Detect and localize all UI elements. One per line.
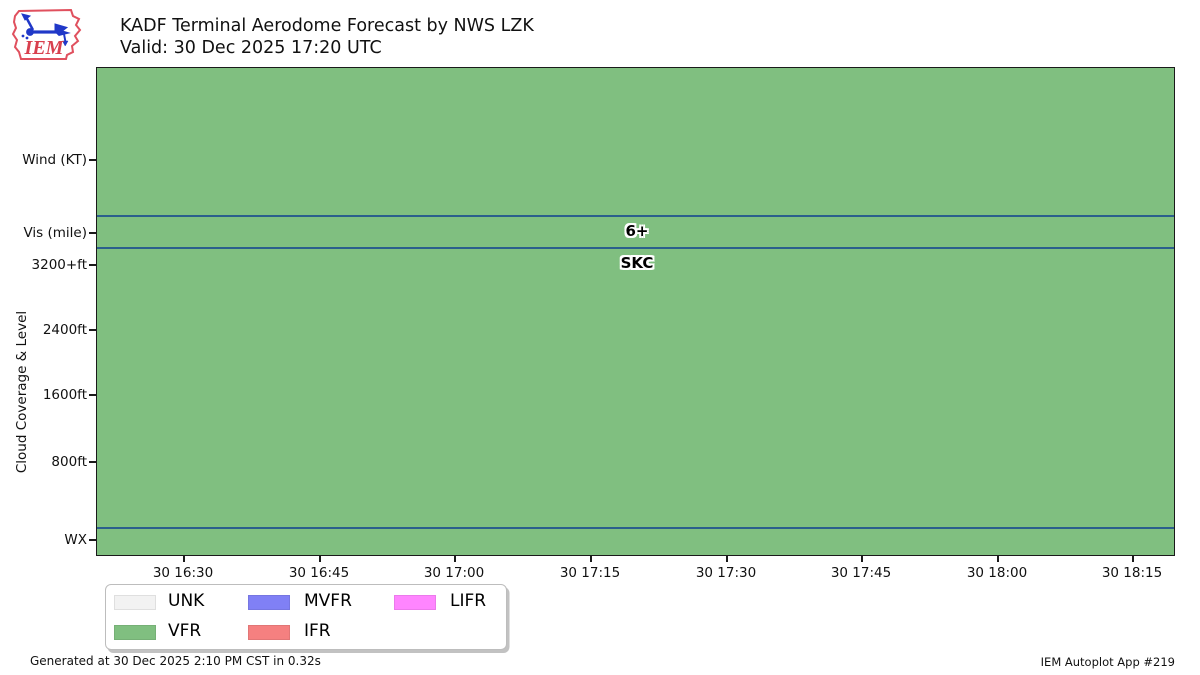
ytick-mark	[89, 264, 96, 266]
xtick-label: 30 17:30	[695, 565, 757, 581]
xtick-mark	[319, 556, 321, 562]
xtick-mark	[454, 556, 456, 562]
flight-category-legend: UNK MVFR LIFR VFR IFR	[105, 584, 507, 650]
legend-swatch-unk	[114, 595, 156, 610]
xtick-mark	[997, 556, 999, 562]
legend-label-lifr: LIFR	[450, 591, 487, 611]
autoplot-app-credit: IEM Autoplot App #219	[1040, 655, 1175, 669]
weather-vane-icon	[21, 13, 71, 47]
chart-title: KADF Terminal Aerodome Forecast by NWS L…	[120, 16, 534, 36]
sky-condition-annotation: SKC	[620, 254, 654, 272]
legend-swatch-lifr	[394, 595, 436, 610]
legend-label-vfr: VFR	[168, 621, 202, 641]
xtick-mark	[183, 556, 185, 562]
xtick-mark	[590, 556, 592, 562]
divider-vis-cloud	[97, 247, 1174, 249]
ytick-mark	[89, 539, 96, 541]
ytick-vis: Vis (mile)	[23, 225, 87, 241]
y-axis-label: Cloud Coverage & Level	[14, 310, 30, 474]
iem-logo: IEM	[11, 8, 82, 60]
xtick-label: 30 17:45	[830, 565, 892, 581]
ytick-2400ft: 2400ft	[42, 322, 87, 338]
xtick-label: 30 18:00	[966, 565, 1028, 581]
ytick-mark	[89, 159, 96, 161]
xtick-label: 30 18:15	[1101, 565, 1163, 581]
xtick-label: 30 16:45	[288, 565, 350, 581]
xtick-label: 30 17:15	[559, 565, 621, 581]
chart-valid-subtitle: Valid: 30 Dec 2025 17:20 UTC	[120, 38, 382, 58]
ytick-wind: Wind (KT)	[22, 152, 87, 168]
legend-label-mvfr: MVFR	[304, 591, 352, 611]
legend-swatch-ifr	[248, 625, 290, 640]
xtick-mark	[726, 556, 728, 562]
ytick-mark	[89, 394, 96, 396]
generated-timestamp: Generated at 30 Dec 2025 2:10 PM CST in …	[30, 654, 321, 668]
ytick-mark	[89, 461, 96, 463]
ytick-wx: WX	[64, 532, 87, 548]
iem-logo-text: IEM	[24, 37, 65, 59]
divider-wind-vis	[97, 215, 1174, 217]
ytick-mark	[89, 232, 96, 234]
chart-header: KADF Terminal Aerodome Forecast by NWS L…	[120, 15, 534, 59]
legend-swatch-mvfr	[248, 595, 290, 610]
xtick-label: 30 16:30	[152, 565, 214, 581]
ytick-1600ft: 1600ft	[42, 387, 87, 403]
legend-label-unk: UNK	[168, 591, 205, 611]
legend-label-ifr: IFR	[304, 621, 331, 641]
xtick-label: 30 17:00	[423, 565, 485, 581]
xtick-mark	[1132, 556, 1134, 562]
ytick-3200ft: 3200+ft	[31, 257, 87, 273]
xtick-mark	[861, 556, 863, 562]
visibility-annotation: 6+	[625, 222, 649, 240]
ytick-800ft: 800ft	[51, 454, 87, 470]
ytick-mark	[89, 329, 96, 331]
divider-cloud-wx	[97, 527, 1174, 529]
legend-swatch-vfr	[114, 625, 156, 640]
plot-area: 6+ SKC	[96, 67, 1175, 556]
